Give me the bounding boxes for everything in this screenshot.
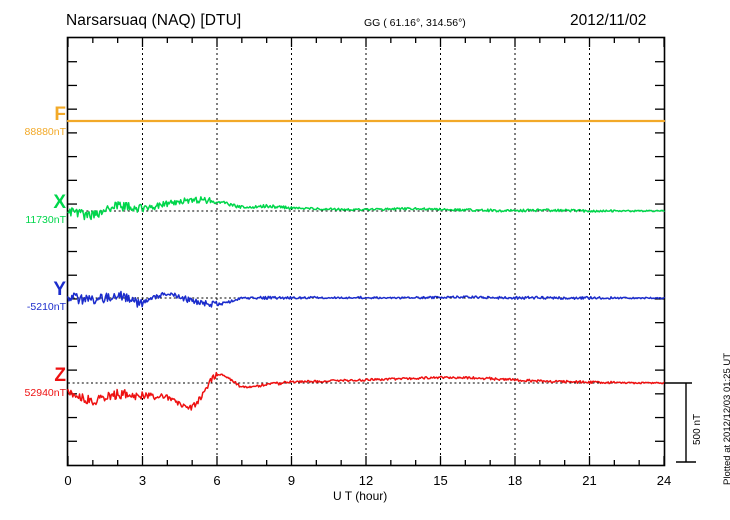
grid-lines	[142, 38, 590, 465]
component-value-f: 88880nT	[24, 126, 66, 138]
svg-text:24: 24	[657, 473, 671, 488]
svg-text:15: 15	[433, 473, 447, 488]
scale-bar	[664, 382, 696, 463]
component-label-x: X 11730nT	[0, 193, 66, 226]
component-glyph-f: F	[54, 104, 66, 125]
component-value-z: 52940nT	[24, 387, 66, 399]
station-coordinates: GG ( 61.16°, 314.56°)	[364, 17, 466, 29]
plot-frame	[66, 36, 666, 467]
observation-date: 2012/11/02	[570, 12, 647, 29]
component-glyph-z: Z	[54, 365, 66, 386]
page-title: Narsarsuaq (NAQ) [DTU]	[66, 12, 242, 29]
x-axis-title: U T (hour)	[333, 489, 388, 503]
x-axis-tick-labels: 0 3 6 9 12 15 18 21 24	[64, 473, 671, 488]
svg-text:0: 0	[64, 473, 71, 488]
component-value-x: 11730nT	[25, 214, 66, 226]
svg-text:21: 21	[582, 473, 596, 488]
svg-text:6: 6	[213, 473, 220, 488]
svg-text:12: 12	[359, 473, 373, 488]
component-label-f: F 88880nT	[0, 105, 66, 138]
plotted-at-timestamp: Plotted at 2012/12/03 01:25 UT	[722, 352, 730, 485]
svg-text:9: 9	[288, 473, 295, 488]
svg-text:18: 18	[508, 473, 522, 488]
data-traces	[66, 119, 666, 411]
component-label-y: Y -5210nT	[0, 280, 66, 313]
scale-bar-label: 500 nT	[692, 413, 703, 445]
axis-ticks	[67, 38, 665, 465]
component-label-z: Z 52940nT	[0, 366, 66, 399]
component-value-y: -5210nT	[26, 301, 66, 313]
component-glyph-y: Y	[53, 279, 66, 300]
component-glyph-x: X	[53, 192, 66, 213]
svg-text:3: 3	[139, 473, 146, 488]
